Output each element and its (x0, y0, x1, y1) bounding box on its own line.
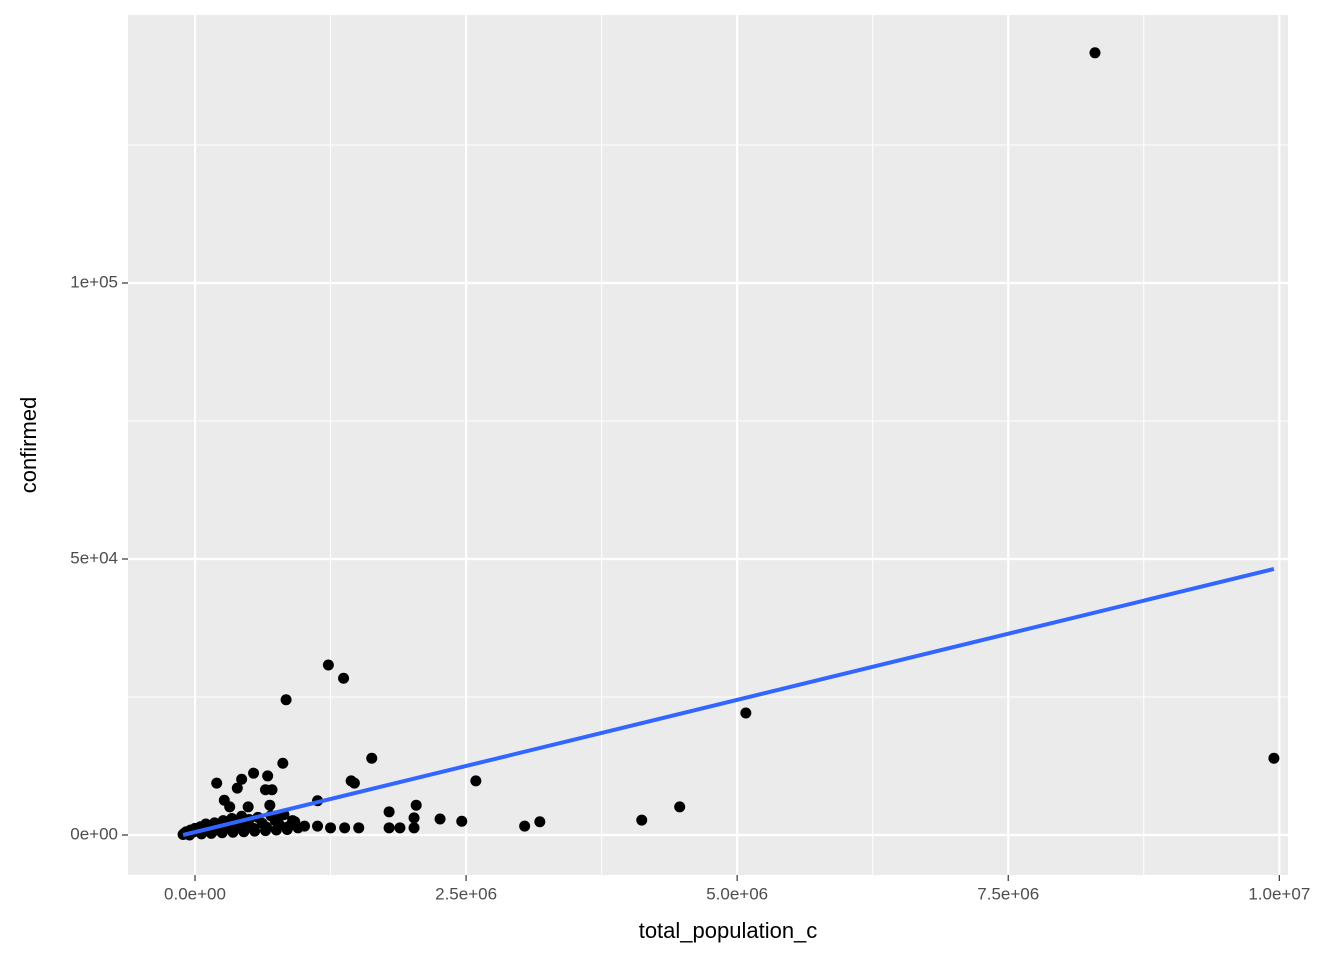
point (366, 752, 378, 764)
y-tick-label: 5e+04 (70, 548, 118, 567)
point (236, 773, 248, 785)
point (434, 813, 446, 825)
point (231, 782, 243, 794)
point (292, 822, 304, 834)
point (211, 777, 223, 789)
panel (128, 15, 1288, 875)
point (277, 757, 289, 769)
point (1268, 752, 1280, 764)
point (1089, 47, 1101, 59)
point (456, 815, 468, 827)
point (740, 707, 752, 719)
point (259, 825, 271, 837)
point (410, 799, 422, 811)
point (238, 826, 250, 838)
y-tick-label: 0e+00 (70, 824, 118, 843)
y-tick-label: 1e+05 (70, 272, 118, 291)
x-tick-label: 1.0e+07 (1248, 884, 1310, 903)
point (281, 823, 293, 835)
point (249, 825, 261, 837)
point (383, 806, 395, 818)
point (325, 822, 337, 834)
x-tick-label: 7.5e+06 (977, 884, 1039, 903)
point (227, 826, 239, 838)
x-tick-label: 2.5e+06 (435, 884, 497, 903)
point (264, 799, 276, 811)
point (259, 784, 271, 796)
point (224, 801, 236, 813)
point (408, 812, 420, 824)
point (312, 820, 324, 832)
point (339, 822, 351, 834)
point (338, 672, 350, 684)
point (636, 814, 648, 826)
point (353, 822, 365, 834)
y-axis-title: confirmed (16, 397, 41, 494)
fit-line (182, 566, 1275, 837)
x-axis-title: total_population_c (639, 918, 818, 943)
point (248, 767, 260, 779)
point (383, 822, 395, 834)
point (280, 694, 292, 706)
point (519, 820, 531, 832)
point (534, 816, 546, 828)
point (394, 822, 406, 834)
point (345, 775, 357, 787)
point (322, 659, 334, 671)
point (262, 770, 274, 782)
point (242, 801, 254, 813)
x-tick-label: 5.0e+06 (706, 884, 768, 903)
point (270, 824, 282, 836)
point (674, 801, 686, 813)
x-tick-label: 0.0e+00 (164, 884, 226, 903)
point (408, 822, 420, 834)
point (216, 827, 228, 839)
point (470, 775, 482, 787)
